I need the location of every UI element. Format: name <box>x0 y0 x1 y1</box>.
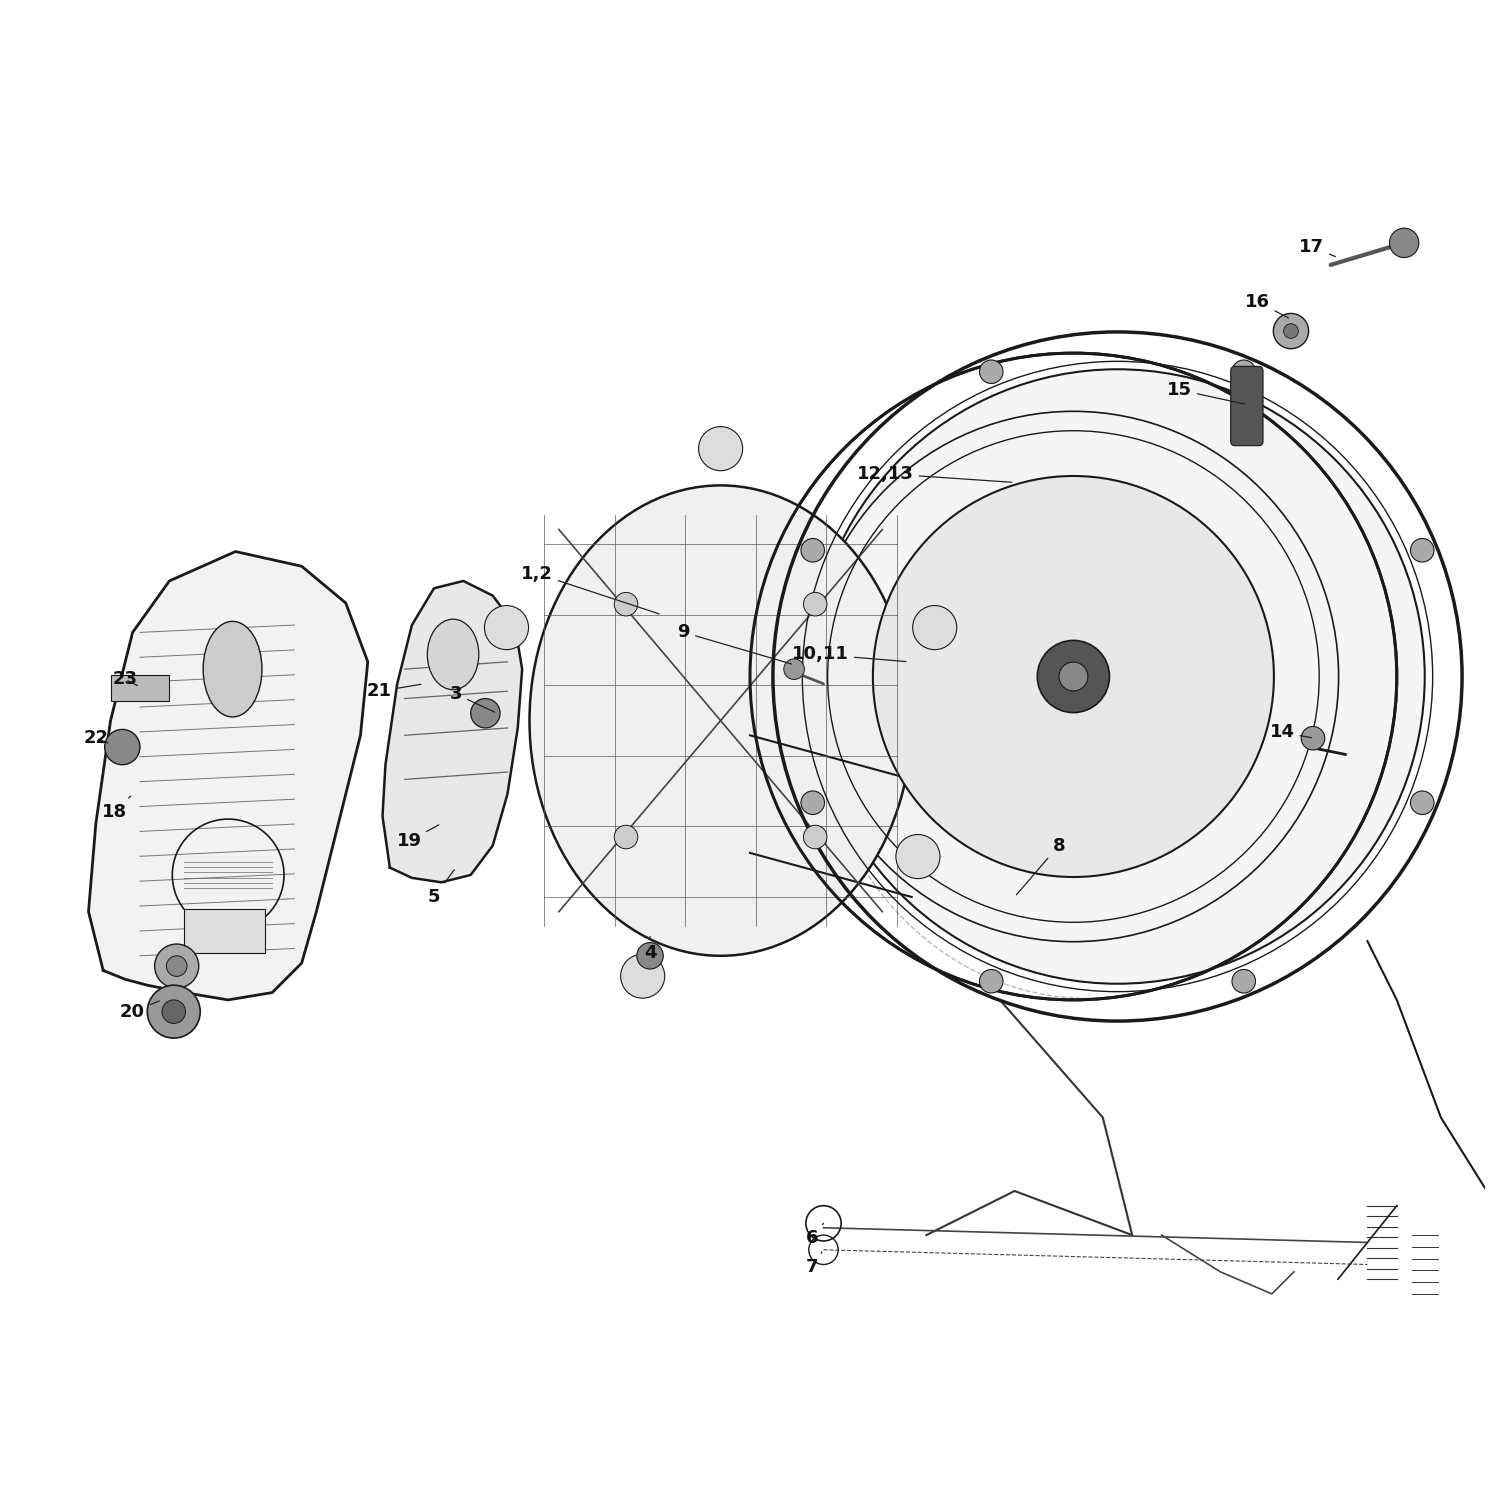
Circle shape <box>1232 969 1256 993</box>
Text: 7: 7 <box>806 1252 822 1276</box>
Ellipse shape <box>202 621 262 717</box>
Circle shape <box>615 825 638 849</box>
Circle shape <box>166 956 188 976</box>
Circle shape <box>1389 228 1419 258</box>
Text: 4: 4 <box>644 936 657 962</box>
FancyBboxPatch shape <box>1230 366 1263 446</box>
Circle shape <box>801 538 825 562</box>
FancyBboxPatch shape <box>184 909 266 952</box>
FancyBboxPatch shape <box>111 675 170 702</box>
Circle shape <box>615 592 638 616</box>
Text: 22: 22 <box>84 729 108 747</box>
Circle shape <box>1038 640 1110 712</box>
Circle shape <box>154 944 198 988</box>
Text: 1,2: 1,2 <box>520 564 658 614</box>
Text: 20: 20 <box>120 1000 159 1020</box>
Text: 10,11: 10,11 <box>792 645 906 663</box>
Text: 5: 5 <box>427 870 454 906</box>
Circle shape <box>699 426 742 471</box>
Circle shape <box>980 360 1004 384</box>
Circle shape <box>105 729 140 765</box>
Text: 18: 18 <box>102 796 130 820</box>
Text: 12,13: 12,13 <box>856 465 1012 483</box>
Circle shape <box>638 942 663 969</box>
Circle shape <box>804 592 826 616</box>
Circle shape <box>621 954 664 998</box>
Ellipse shape <box>427 620 478 690</box>
Circle shape <box>1059 662 1088 692</box>
Circle shape <box>162 1000 186 1023</box>
Text: 14: 14 <box>1269 723 1311 741</box>
Circle shape <box>1274 314 1308 348</box>
Circle shape <box>484 606 528 650</box>
Text: 17: 17 <box>1299 238 1335 256</box>
Circle shape <box>804 825 826 849</box>
Circle shape <box>810 369 1425 984</box>
Text: 9: 9 <box>678 624 792 664</box>
Circle shape <box>873 476 1274 878</box>
Circle shape <box>980 969 1004 993</box>
Circle shape <box>147 986 200 1038</box>
Ellipse shape <box>530 486 912 956</box>
Circle shape <box>896 834 940 879</box>
Text: 3: 3 <box>450 686 495 712</box>
Text: 8: 8 <box>1017 837 1065 896</box>
Circle shape <box>471 699 500 728</box>
Circle shape <box>1410 790 1434 814</box>
Polygon shape <box>382 580 522 882</box>
Text: 23: 23 <box>112 670 138 688</box>
Circle shape <box>1232 360 1256 384</box>
Circle shape <box>1410 538 1434 562</box>
Circle shape <box>912 606 957 650</box>
Text: 15: 15 <box>1167 381 1244 404</box>
Circle shape <box>1284 324 1299 339</box>
Circle shape <box>1300 726 1324 750</box>
Text: 21: 21 <box>368 682 422 700</box>
Text: 6: 6 <box>806 1224 824 1246</box>
Text: 16: 16 <box>1245 292 1288 318</box>
Text: 19: 19 <box>396 825 439 850</box>
Circle shape <box>801 790 825 814</box>
Polygon shape <box>88 552 368 1000</box>
Circle shape <box>784 658 804 680</box>
